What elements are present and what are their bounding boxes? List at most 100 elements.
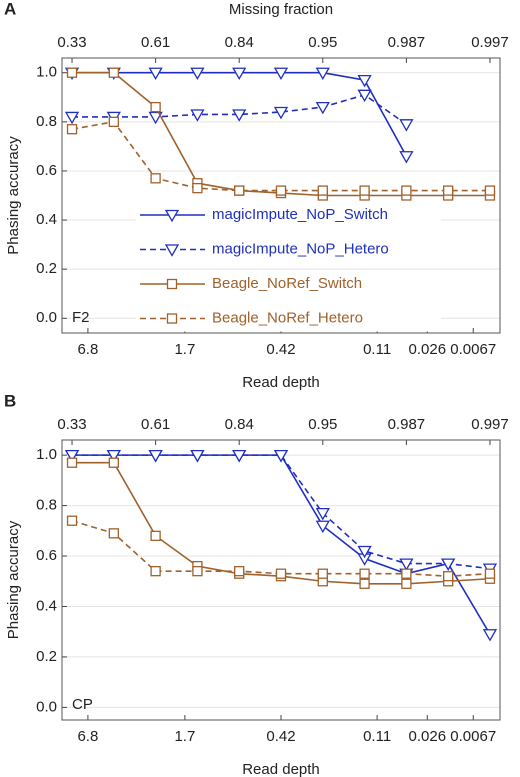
legend-label: Beagle_NoRef_Hetero <box>212 309 363 326</box>
annotation: F2 <box>72 309 90 326</box>
legend-label: magicImpute_NoP_Hetero <box>212 240 389 257</box>
marker <box>108 457 119 468</box>
x-tick-label: 0.11 <box>363 341 391 358</box>
legend-marker <box>164 244 180 257</box>
legend-bg <box>136 236 441 263</box>
marker <box>484 568 496 579</box>
marker <box>315 101 330 115</box>
marker <box>315 520 330 534</box>
x-tick-label: 1.7 <box>174 341 195 358</box>
x-top-tick-label: 0.61 <box>141 416 170 433</box>
x-tick-label: 0.42 <box>266 341 295 358</box>
marker <box>484 185 496 196</box>
y-tick-label: 0.2 <box>36 648 57 665</box>
marker <box>64 449 80 463</box>
x-tick-label: 6.8 <box>77 341 98 358</box>
marker <box>399 558 414 571</box>
marker <box>443 571 454 582</box>
x-top-tick-label: 0.84 <box>225 34 254 51</box>
x-top-tick-label: 0.33 <box>57 34 86 51</box>
x-top-tick-label: 0.987 <box>388 34 426 51</box>
marker <box>106 449 121 463</box>
panel-label: A <box>4 0 16 18</box>
marker <box>232 109 247 122</box>
marker <box>66 124 78 135</box>
y-axis-title: Phasing accuracy <box>5 520 22 639</box>
marker <box>66 67 78 78</box>
x-tick-label: 0.026 <box>409 728 447 745</box>
marker <box>317 568 328 579</box>
panel-label: B <box>4 391 16 410</box>
y-tick-label: 0.0 <box>36 698 57 715</box>
y-axis-title: Phasing accuracy <box>5 136 22 255</box>
marker <box>275 568 287 579</box>
y-tick-label: 0.2 <box>36 260 57 277</box>
x-top-tick-label: 0.33 <box>57 416 86 433</box>
marker <box>190 449 205 463</box>
series-line <box>71 120 490 192</box>
y-tick-label: 0.0 <box>36 309 57 326</box>
x-top-tick-label: 0.997 <box>471 416 509 433</box>
marker <box>357 545 372 559</box>
marker <box>482 629 498 642</box>
legend-bg <box>136 305 441 332</box>
x-top-tick-label: 0.95 <box>308 416 337 433</box>
x-top-tick-label: 0.987 <box>388 416 426 433</box>
series-line <box>72 71 490 197</box>
series-line <box>72 461 491 585</box>
marker <box>359 568 370 579</box>
y-tick-label: 0.4 <box>36 597 57 614</box>
x-tick-label: 0.0067 <box>450 341 496 358</box>
marker <box>234 566 245 577</box>
marker <box>190 109 205 122</box>
marker <box>401 578 412 589</box>
marker <box>150 566 161 577</box>
marker <box>275 185 287 196</box>
marker <box>315 508 330 521</box>
marker <box>273 449 289 463</box>
plot-frame <box>61 439 501 721</box>
marker <box>150 173 161 184</box>
marker <box>150 101 161 113</box>
legend-label: magicImpute_NoP_Switch <box>212 206 388 223</box>
x-tick-label: 1.7 <box>174 728 195 745</box>
x-top-tick-label: 0.61 <box>141 34 170 51</box>
marker <box>359 578 370 589</box>
marker <box>192 182 203 194</box>
legend-marker <box>166 313 178 324</box>
marker <box>232 449 247 463</box>
marker <box>359 185 370 196</box>
x-tick-label: 0.42 <box>266 728 295 745</box>
x-tick-label: 0.11 <box>363 728 391 745</box>
y-tick-label: 0.8 <box>36 497 57 514</box>
x-top-tick-label: 0.95 <box>308 34 337 51</box>
marker <box>357 74 372 88</box>
marker <box>192 566 203 577</box>
marker <box>148 67 163 81</box>
marker <box>399 119 414 132</box>
y-tick-label: 0.4 <box>36 211 57 228</box>
legend-marker <box>164 209 180 223</box>
marker <box>66 515 78 526</box>
marker <box>108 67 119 78</box>
series-line <box>72 93 407 125</box>
y-tick-label: 0.6 <box>36 547 57 564</box>
marker <box>64 111 80 125</box>
x-tick-label: 0.026 <box>409 341 447 358</box>
marker <box>190 67 205 81</box>
marker <box>66 457 78 468</box>
marker <box>148 111 163 125</box>
marker <box>357 89 372 103</box>
x-axis-title: Read depth <box>242 374 320 391</box>
x-tick-label: 6.8 <box>77 728 98 745</box>
marker <box>234 185 245 196</box>
marker <box>441 558 456 571</box>
marker <box>443 185 454 196</box>
series-line <box>72 454 491 570</box>
annotation: CP <box>72 696 93 713</box>
marker <box>399 151 414 164</box>
marker <box>108 116 119 127</box>
y-tick-label: 1.0 <box>36 446 57 463</box>
marker <box>273 106 289 120</box>
